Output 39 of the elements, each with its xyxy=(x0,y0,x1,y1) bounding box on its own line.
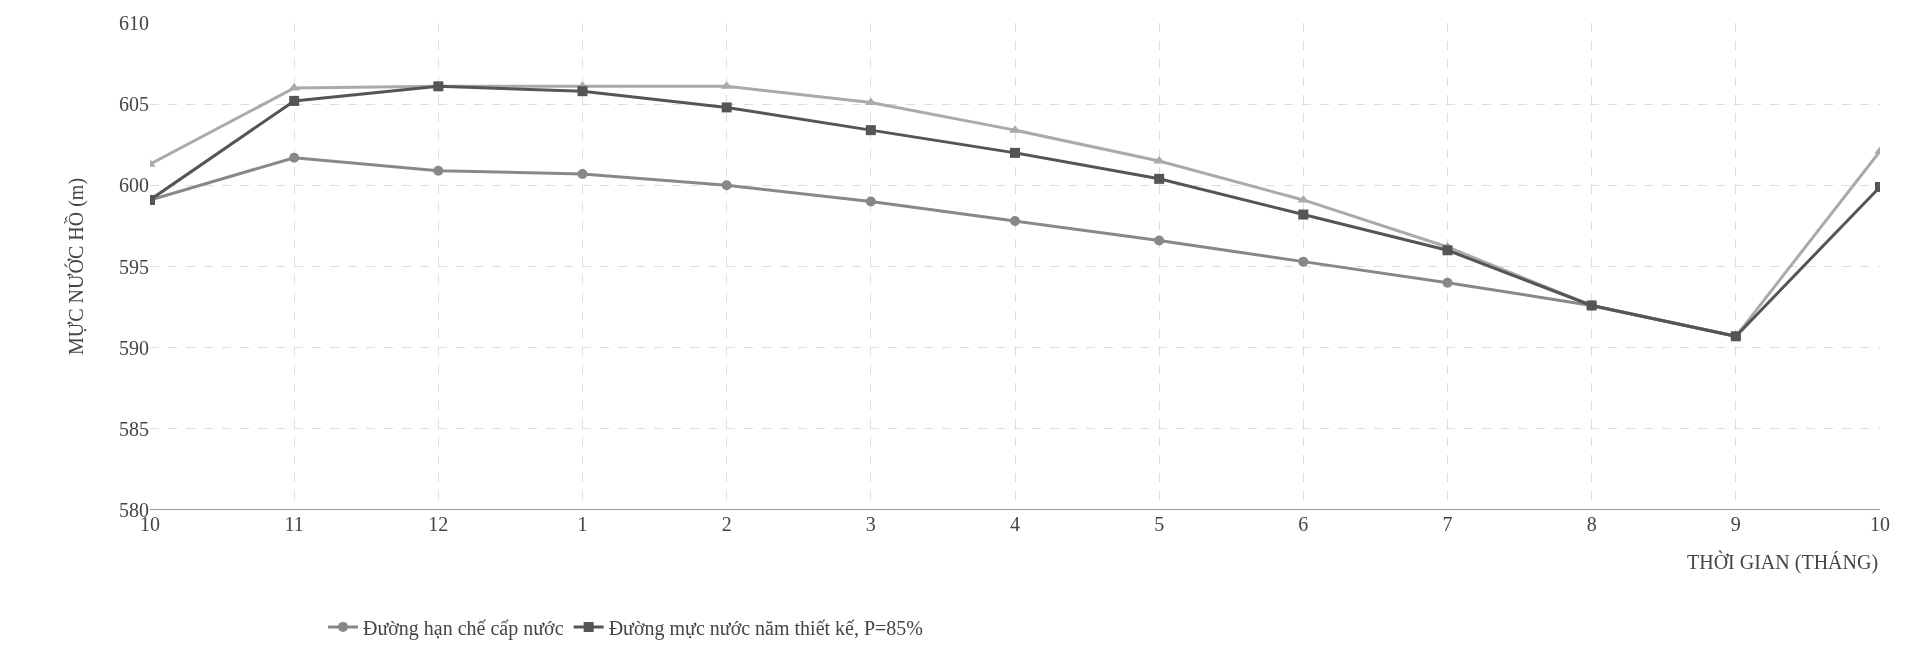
point xyxy=(433,165,444,176)
y-tick-label: 600 xyxy=(119,174,149,197)
point xyxy=(865,196,876,207)
x-tick-label: 11 xyxy=(284,513,304,535)
x-tick-label: 12 xyxy=(428,513,449,535)
y-axis-title: MỰC NƯỚC HỒ (m) xyxy=(63,177,88,356)
point xyxy=(289,95,300,106)
x-tick-label: 6 xyxy=(1298,513,1309,535)
x-tick-label: 1 xyxy=(577,513,588,535)
point xyxy=(865,125,876,136)
y-tick-label: 585 xyxy=(119,417,149,440)
point xyxy=(1010,216,1020,227)
x-tick-label: 3 xyxy=(865,513,876,535)
x-tick-label: 8 xyxy=(1586,513,1597,535)
legend-label: Đường hạn chế cấp nước xyxy=(363,616,564,640)
x-tick-label: 9 xyxy=(1730,513,1741,535)
y-tick-label: 595 xyxy=(119,255,149,278)
point xyxy=(721,102,732,113)
point xyxy=(577,168,588,179)
legend-label: Đường mực nước năm thiết kế, P=85% xyxy=(608,616,924,640)
point xyxy=(1154,173,1165,184)
point xyxy=(1442,245,1453,256)
point xyxy=(577,86,588,97)
x-tick-label: 2 xyxy=(721,513,732,535)
y-tick-label: 605 xyxy=(119,93,149,116)
x-tick-label: 4 xyxy=(1010,513,1020,535)
x-tick-label: 10 xyxy=(1870,513,1890,535)
point xyxy=(289,152,300,163)
x-tick-label: 5 xyxy=(1154,513,1165,535)
point xyxy=(1442,277,1453,288)
x-axis-title: THỜI GIAN (THÁNG) xyxy=(1687,550,1879,574)
y-tick-label: 590 xyxy=(119,336,149,359)
x-tick-label: 7 xyxy=(1442,513,1453,535)
point xyxy=(1298,256,1309,267)
point xyxy=(1298,209,1309,220)
point xyxy=(721,180,732,191)
point xyxy=(1010,147,1020,158)
point xyxy=(1154,235,1165,246)
y-tick-label: 610 xyxy=(119,12,149,34)
